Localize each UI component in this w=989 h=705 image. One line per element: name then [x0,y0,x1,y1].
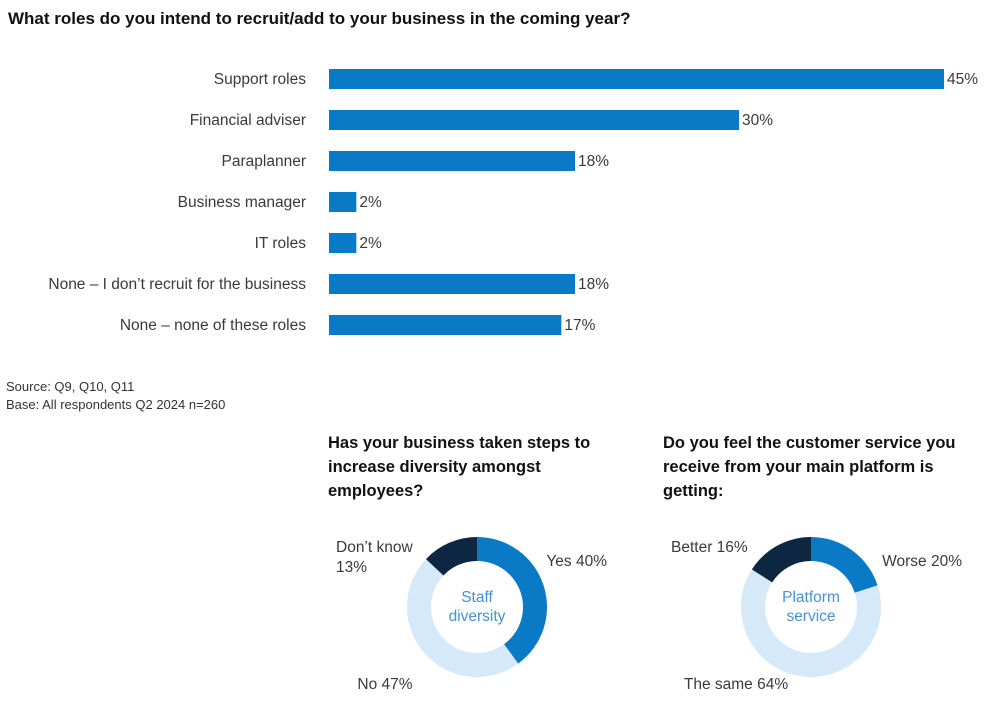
category-label: Business manager [178,194,306,211]
slice-label: Yes 40% [546,553,607,570]
platform-donut-chart: Platform service Worse 20% The same 64% Bett… [671,537,962,693]
chart-title: What roles do you intend to recruit/add … [8,9,631,28]
center-label: Platform [782,589,840,606]
center-label: diversity [449,608,506,625]
bar [329,69,944,89]
base-note: Base: All respondents Q2 2024 n=260 [6,397,226,412]
bar [329,110,739,130]
category-label: Financial adviser [190,112,306,129]
chart-notes: Source: Q9, Q10, Q11 Base: All responden… [6,378,225,414]
donut-slice [751,537,811,583]
slice-label: 13% [336,559,367,576]
donut-slice [477,537,547,664]
donut-slice [425,537,477,576]
platform-question: Do you feel the customer service you rec… [663,434,956,500]
diversity-question: Has your business taken steps to increas… [328,434,591,500]
donut-slice [811,537,878,593]
center-label: service [786,608,835,625]
bar-chart: Support roles 45% Financial adviser 30% Para… [48,69,978,335]
value-label: 2% [359,235,382,252]
slice-label: The same 64% [684,676,788,693]
center-label: Staff [461,589,493,606]
slice-label: Better 16% [671,539,748,556]
bar [329,233,357,253]
value-label: 17% [564,317,595,334]
slice-label: No 47% [357,676,412,693]
value-label: 2% [359,194,382,211]
diversity-donut-chart: Staff diversity Yes 40% No 47% Don’t know 13% [336,537,607,693]
category-label: Support roles [214,71,306,88]
bar [329,192,357,212]
slice-label: Worse 20% [882,553,962,570]
value-label: 45% [947,71,978,88]
donut-slice [407,559,519,677]
source-note: Source: Q9, Q10, Q11 [6,379,135,394]
bar [329,151,575,171]
value-label: 18% [578,153,609,170]
donut-slice [741,569,881,677]
bar [329,274,575,294]
slice-label: Don’t know [336,539,413,556]
category-label: None – I don’t recruit for the business [48,276,306,293]
value-label: 18% [578,276,609,293]
category-label: Paraplanner [222,153,306,170]
value-label: 30% [742,112,773,129]
bar [329,315,562,335]
category-label: None – none of these roles [120,317,306,334]
category-label: IT roles [255,235,307,252]
